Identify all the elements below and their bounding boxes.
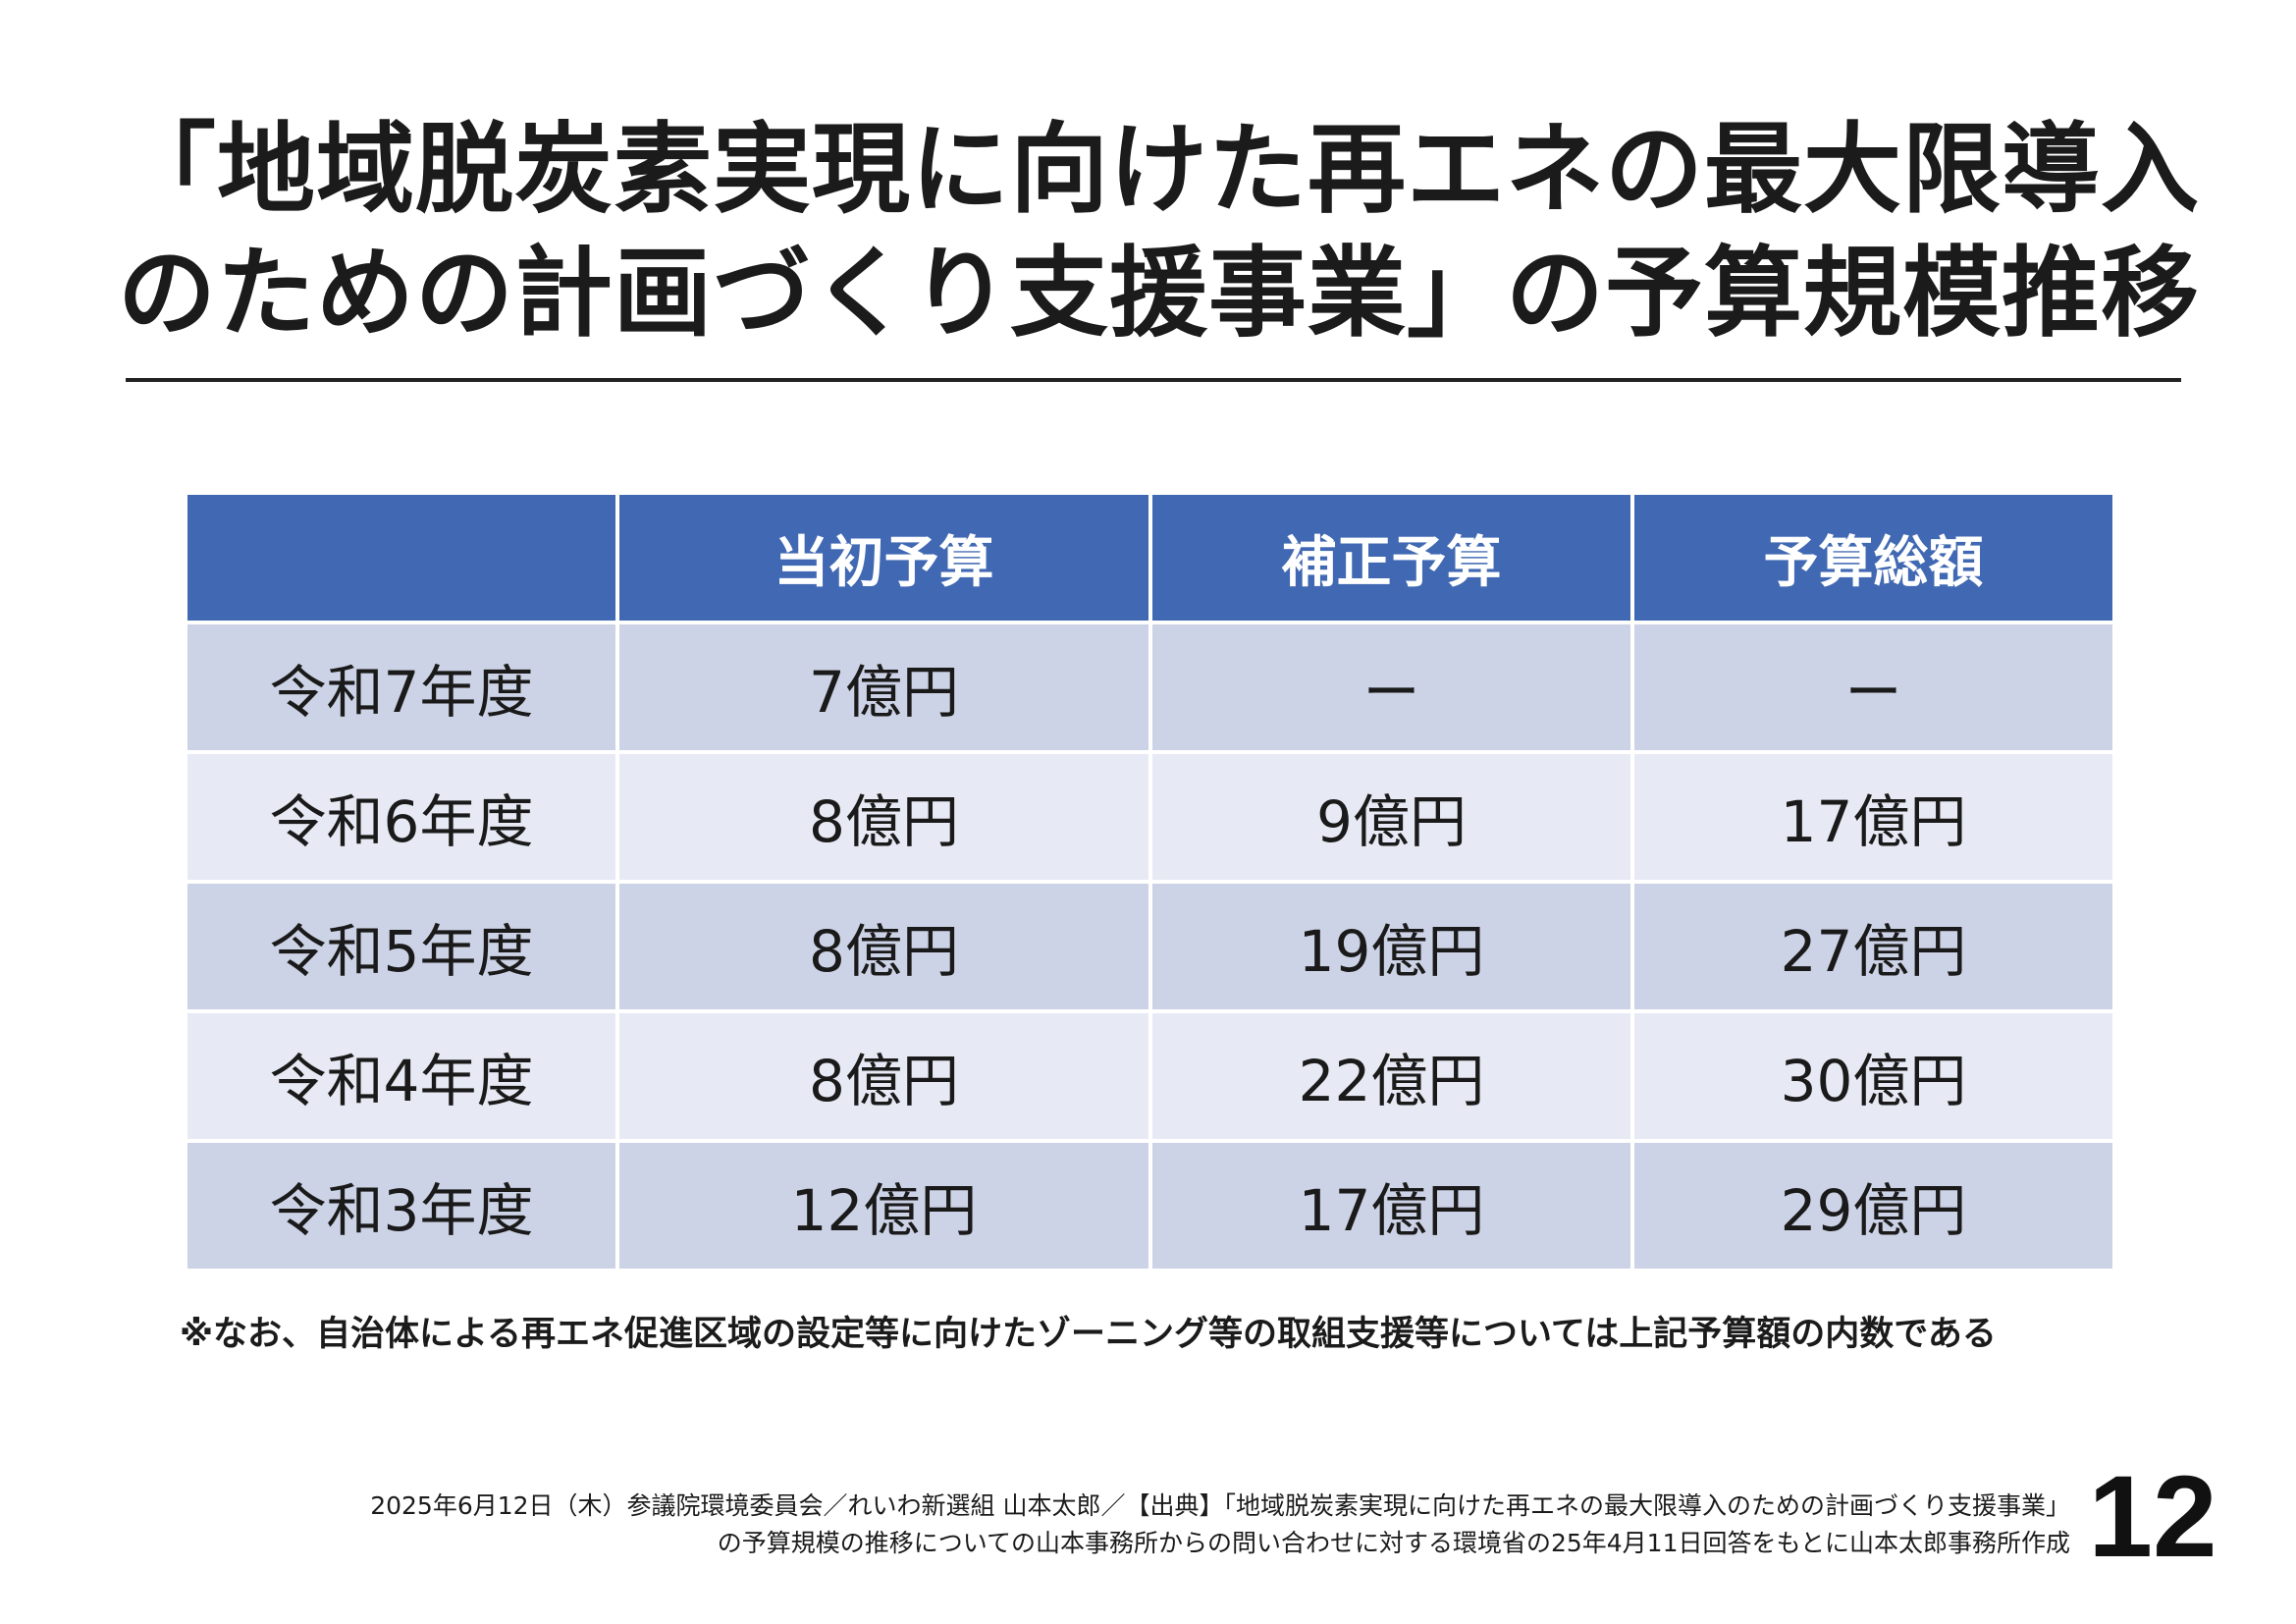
supplementary-cell: 9億円: [1152, 754, 1630, 880]
initial-cell: 8億円: [619, 884, 1148, 1009]
supplementary-cell: 17億円: [1152, 1143, 1630, 1269]
budget-table: 当初予算 補正予算 予算総額 令和7年度 7億円 ー ー 令和6年度 8億円 9…: [184, 491, 2116, 1272]
initial-cell: 7億円: [619, 624, 1148, 750]
year-cell: 令和7年度: [187, 624, 615, 750]
header-initial-budget: 当初予算: [619, 495, 1148, 621]
citation-line-1: 2025年6月12日（木）参議院環境委員会／れいわ新選組 山本太郎／【出典】「地…: [370, 1491, 2070, 1520]
slide-title: 「地域脱炭素実現に向けた再エネの最大限導入 のための計画づくり支援事業」の予算規…: [118, 108, 2200, 355]
supplementary-cell: 22億円: [1152, 1013, 1630, 1139]
table-header-row: 当初予算 補正予算 予算総額: [187, 495, 2112, 621]
title-line-1: 「地域脱炭素実現に向けた再エネの最大限導入: [118, 112, 2200, 227]
header-total-budget: 予算総額: [1634, 495, 2112, 621]
total-cell: 30億円: [1634, 1013, 2112, 1139]
table-row: 令和5年度 8億円 19億円 27億円: [187, 884, 2112, 1009]
year-cell: 令和6年度: [187, 754, 615, 880]
total-cell: 17億円: [1634, 754, 2112, 880]
title-line-2: のための計画づくり支援事業」の予算規模推移: [118, 236, 2200, 351]
header-year: [187, 495, 615, 621]
table-row: 令和6年度 8億円 9億円 17億円: [187, 754, 2112, 880]
page-number: 12: [2088, 1452, 2217, 1582]
year-cell: 令和4年度: [187, 1013, 615, 1139]
title-divider: [126, 378, 2181, 382]
citation-line-2: の予算規模の推移についての山本事務所からの問い合わせに対する環境省の25年4月1…: [717, 1529, 2070, 1557]
year-cell: 令和5年度: [187, 884, 615, 1009]
year-cell: 令和3年度: [187, 1143, 615, 1269]
supplementary-cell: ー: [1152, 624, 1630, 750]
total-cell: 27億円: [1634, 884, 2112, 1009]
total-cell: 29億円: [1634, 1143, 2112, 1269]
supplementary-cell: 19億円: [1152, 884, 1630, 1009]
header-supplementary-budget: 補正予算: [1152, 495, 1630, 621]
table-row: 令和7年度 7億円 ー ー: [187, 624, 2112, 750]
initial-cell: 8億円: [619, 754, 1148, 880]
total-cell: ー: [1634, 624, 2112, 750]
table-row: 令和4年度 8億円 22億円 30億円: [187, 1013, 2112, 1139]
initial-cell: 12億円: [619, 1143, 1148, 1269]
source-citation: 2025年6月12日（木）参議院環境委員会／れいわ新選組 山本太郎／【出典】「地…: [370, 1488, 2070, 1562]
table-row: 令和3年度 12億円 17億円 29億円: [187, 1143, 2112, 1269]
table-footnote: ※なお、自治体による再エネ促進区域の設定等に向けたゾーニング等の取組支援等につい…: [180, 1315, 1997, 1354]
initial-cell: 8億円: [619, 1013, 1148, 1139]
